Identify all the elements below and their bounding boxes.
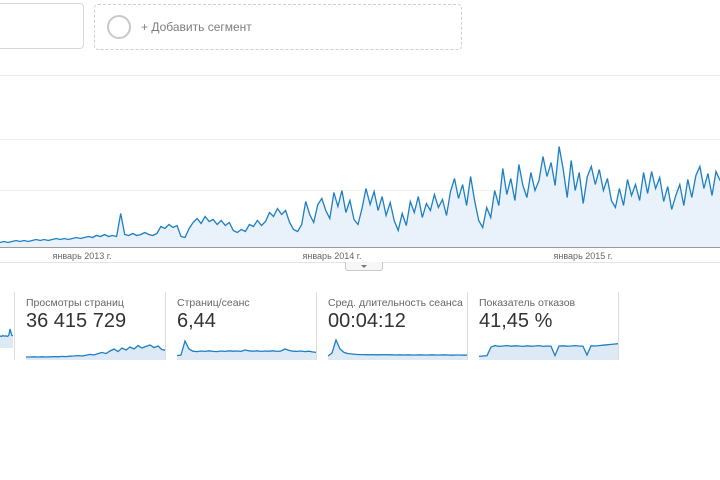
metric-scorecards-strip: Просмотры страниц 36 415 729 Страниц/сеа… bbox=[14, 292, 619, 360]
segment-chip[interactable] bbox=[0, 3, 84, 49]
metric-sparkline bbox=[26, 344, 165, 360]
metric-label: Показатель отказов bbox=[479, 297, 576, 309]
metric-sparkline bbox=[328, 338, 467, 360]
collapse-chart-tab[interactable] bbox=[345, 262, 383, 271]
metric-value: 00:04:12 bbox=[328, 310, 406, 332]
metric-card-avg-session-duration[interactable]: Сред. длительность сеанса 00:04:12 bbox=[316, 292, 467, 360]
metric-card-bounce-rate[interactable]: Показатель отказов 41,45 % bbox=[467, 292, 618, 360]
metric-value: 41,45 % bbox=[479, 310, 553, 332]
metric-label: Просмотры страниц bbox=[26, 297, 124, 309]
metric-value: 6,44 bbox=[177, 310, 216, 332]
chart-x-axis bbox=[0, 247, 720, 248]
x-axis-tick-label: январь 2014 г. bbox=[302, 251, 362, 261]
metric-sparkline bbox=[177, 339, 316, 360]
metric-sparkline bbox=[479, 343, 618, 360]
metric-card-pages-per-session[interactable]: Страниц/сеанс 6,44 bbox=[165, 292, 316, 360]
x-axis-tick-label: январь 2015 г. bbox=[553, 251, 613, 261]
add-segment-label: + Добавить сегмент bbox=[141, 20, 252, 34]
caret-down-icon bbox=[361, 264, 367, 268]
add-segment-button[interactable]: + Добавить сегмент bbox=[94, 4, 462, 50]
x-axis-tick-label: январь 2013 г. bbox=[52, 251, 112, 261]
metric-label: Страниц/сеанс bbox=[177, 297, 250, 309]
traffic-line-chart[interactable] bbox=[0, 76, 720, 247]
chart-gridline bbox=[0, 190, 720, 191]
header-divider bbox=[0, 75, 720, 76]
cutoff-metric-sparkline bbox=[0, 328, 13, 348]
metric-value: 36 415 729 bbox=[26, 310, 127, 332]
metric-card-pageviews[interactable]: Просмотры страниц 36 415 729 bbox=[14, 292, 165, 360]
metric-label: Сред. длительность сеанса bbox=[328, 297, 463, 309]
add-segment-circle-icon bbox=[107, 15, 131, 39]
chart-gridline bbox=[0, 139, 720, 140]
